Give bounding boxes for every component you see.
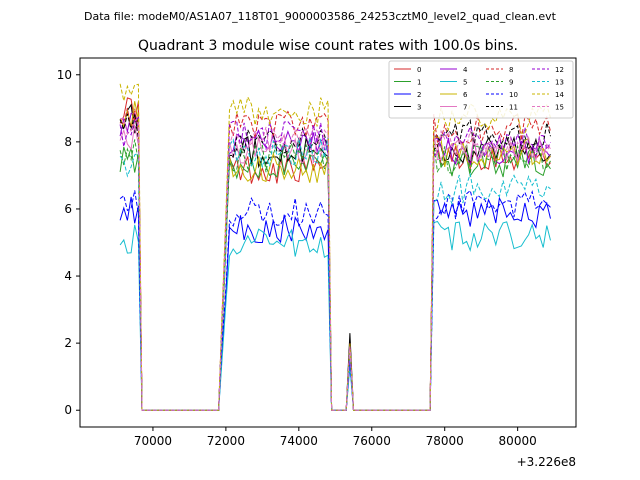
x-tick-label: 78000 [426,434,464,448]
y-tick-label: 10 [57,68,72,82]
legend-label-13: 13 [555,79,564,87]
legend-label-7: 7 [463,104,467,112]
y-axis: 0 2 4 6 8 10 [57,68,80,417]
y-tick-label: 2 [64,336,72,350]
legend-label-15: 15 [555,104,564,112]
y-tick-label: 6 [64,202,72,216]
y-tick-label: 8 [64,135,72,149]
legend-label-11: 11 [509,104,518,112]
chart-title: Quadrant 3 module wise count rates with … [138,38,518,54]
legend-label-6: 6 [463,91,468,99]
legend-label-8: 8 [509,66,513,74]
legend-label-1: 1 [417,79,421,87]
legend-label-12: 12 [555,66,564,74]
x-tick-label: 76000 [353,434,391,448]
x-tick-label: 70000 [134,434,172,448]
y-tick-label: 4 [64,269,72,283]
x-offset-label: +3.226e8 [517,455,576,469]
legend-label-9: 9 [509,79,513,87]
series-layer [119,83,551,411]
legend-label-14: 14 [555,91,564,99]
legend-label-5: 5 [463,79,467,87]
legend-label-4: 4 [463,66,468,74]
y-tick-label: 0 [64,403,72,417]
x-axis: 70000 72000 74000 76000 78000 80000 [134,427,537,448]
legend-label-3: 3 [417,104,421,112]
legend-label-0: 0 [417,66,421,74]
plot-frame [79,57,577,428]
series-line-15 [120,117,551,411]
x-tick-label: 72000 [207,434,245,448]
legend-label-2: 2 [417,91,421,99]
legend-label-10: 10 [509,91,518,99]
x-tick-label: 74000 [280,434,318,448]
x-tick-label: 80000 [499,434,537,448]
suptitle: Data file: modeM0/AS1A07_118T01_90000035… [84,10,557,23]
legend-box [388,60,574,119]
